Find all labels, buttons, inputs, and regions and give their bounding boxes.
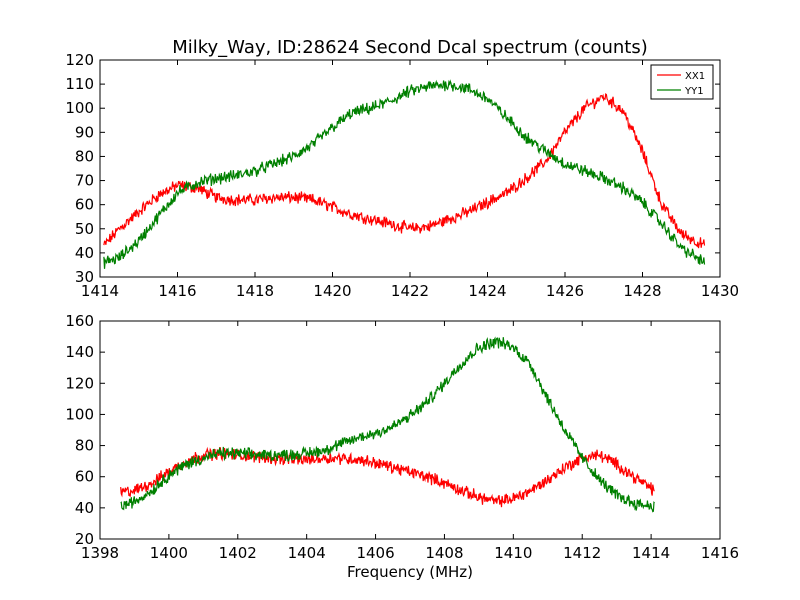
plot-frame xyxy=(99,59,721,278)
y-tick-label: 30 xyxy=(75,268,94,286)
y-tick-label: 50 xyxy=(75,220,94,238)
x-tick-label: 1418 xyxy=(236,282,274,300)
top-panel: 1414 1416 1418 1420 1422 1424 1426 1428 1430 30 40… xyxy=(65,51,739,300)
x-tick-label: 1398 xyxy=(81,544,119,562)
y-tick-label: 20 xyxy=(75,530,94,548)
y-tick-label: 160 xyxy=(65,312,94,330)
x-tick-label: 1406 xyxy=(356,544,394,562)
y-tick-label: 70 xyxy=(75,172,94,190)
x-tick-label: 1422 xyxy=(391,282,429,300)
bottom-x-axis-label: Frequency (MHz) xyxy=(347,563,473,581)
y-tick-label: 110 xyxy=(65,75,94,93)
y-tick-label: 120 xyxy=(65,374,94,392)
y-tick-label: 40 xyxy=(75,244,94,262)
legend-label-yy1: YY1 xyxy=(684,86,704,97)
x-tick-label: 1404 xyxy=(288,544,326,562)
x-tick-label: 1426 xyxy=(546,282,584,300)
y-tick-label: 100 xyxy=(65,99,94,117)
y-tick-label: 60 xyxy=(75,468,94,486)
x-tick-label: 1416 xyxy=(158,282,196,300)
figure-title: Milky_Way, ID:28624 Second Dcal spectrum… xyxy=(172,37,648,58)
x-tick-label: 1408 xyxy=(425,544,463,562)
series-line-xx1-panel-1 xyxy=(120,446,655,508)
x-tick-label: 1428 xyxy=(623,282,661,300)
series-line-yy1-panel-1 xyxy=(120,336,655,513)
y-tick-label: 80 xyxy=(75,147,94,165)
x-tick-label: 1424 xyxy=(468,282,506,300)
plot-frame xyxy=(99,320,721,540)
x-tick-label: 1410 xyxy=(494,544,532,562)
x-tick-label: 1402 xyxy=(219,544,257,562)
y-tick-label: 80 xyxy=(75,437,94,455)
y-tick-label: 60 xyxy=(75,196,94,214)
y-tick-label: 120 xyxy=(65,51,94,69)
x-tick-label: 1400 xyxy=(150,544,188,562)
x-tick-label: 1416 xyxy=(701,544,739,562)
y-tick-label: 100 xyxy=(65,405,94,423)
x-tick-label: 1414 xyxy=(632,544,670,562)
series-line-yy1-panel-0 xyxy=(103,79,706,269)
y-tick-label: 140 xyxy=(65,343,94,361)
series-line-xx1-panel-0 xyxy=(103,92,706,249)
legend-label-xx1: XX1 xyxy=(685,71,705,82)
x-tick-label: 1420 xyxy=(313,282,351,300)
y-tick-label: 40 xyxy=(75,499,94,517)
x-tick-label: 1414 xyxy=(81,282,119,300)
x-tick-label: 1430 xyxy=(701,282,739,300)
y-tick-label: 90 xyxy=(75,123,94,141)
bottom-panel: 1398 1400 1402 1404 1406 1408 1410 1412 1414 1416… xyxy=(65,312,739,562)
x-tick-label: 1412 xyxy=(563,544,601,562)
